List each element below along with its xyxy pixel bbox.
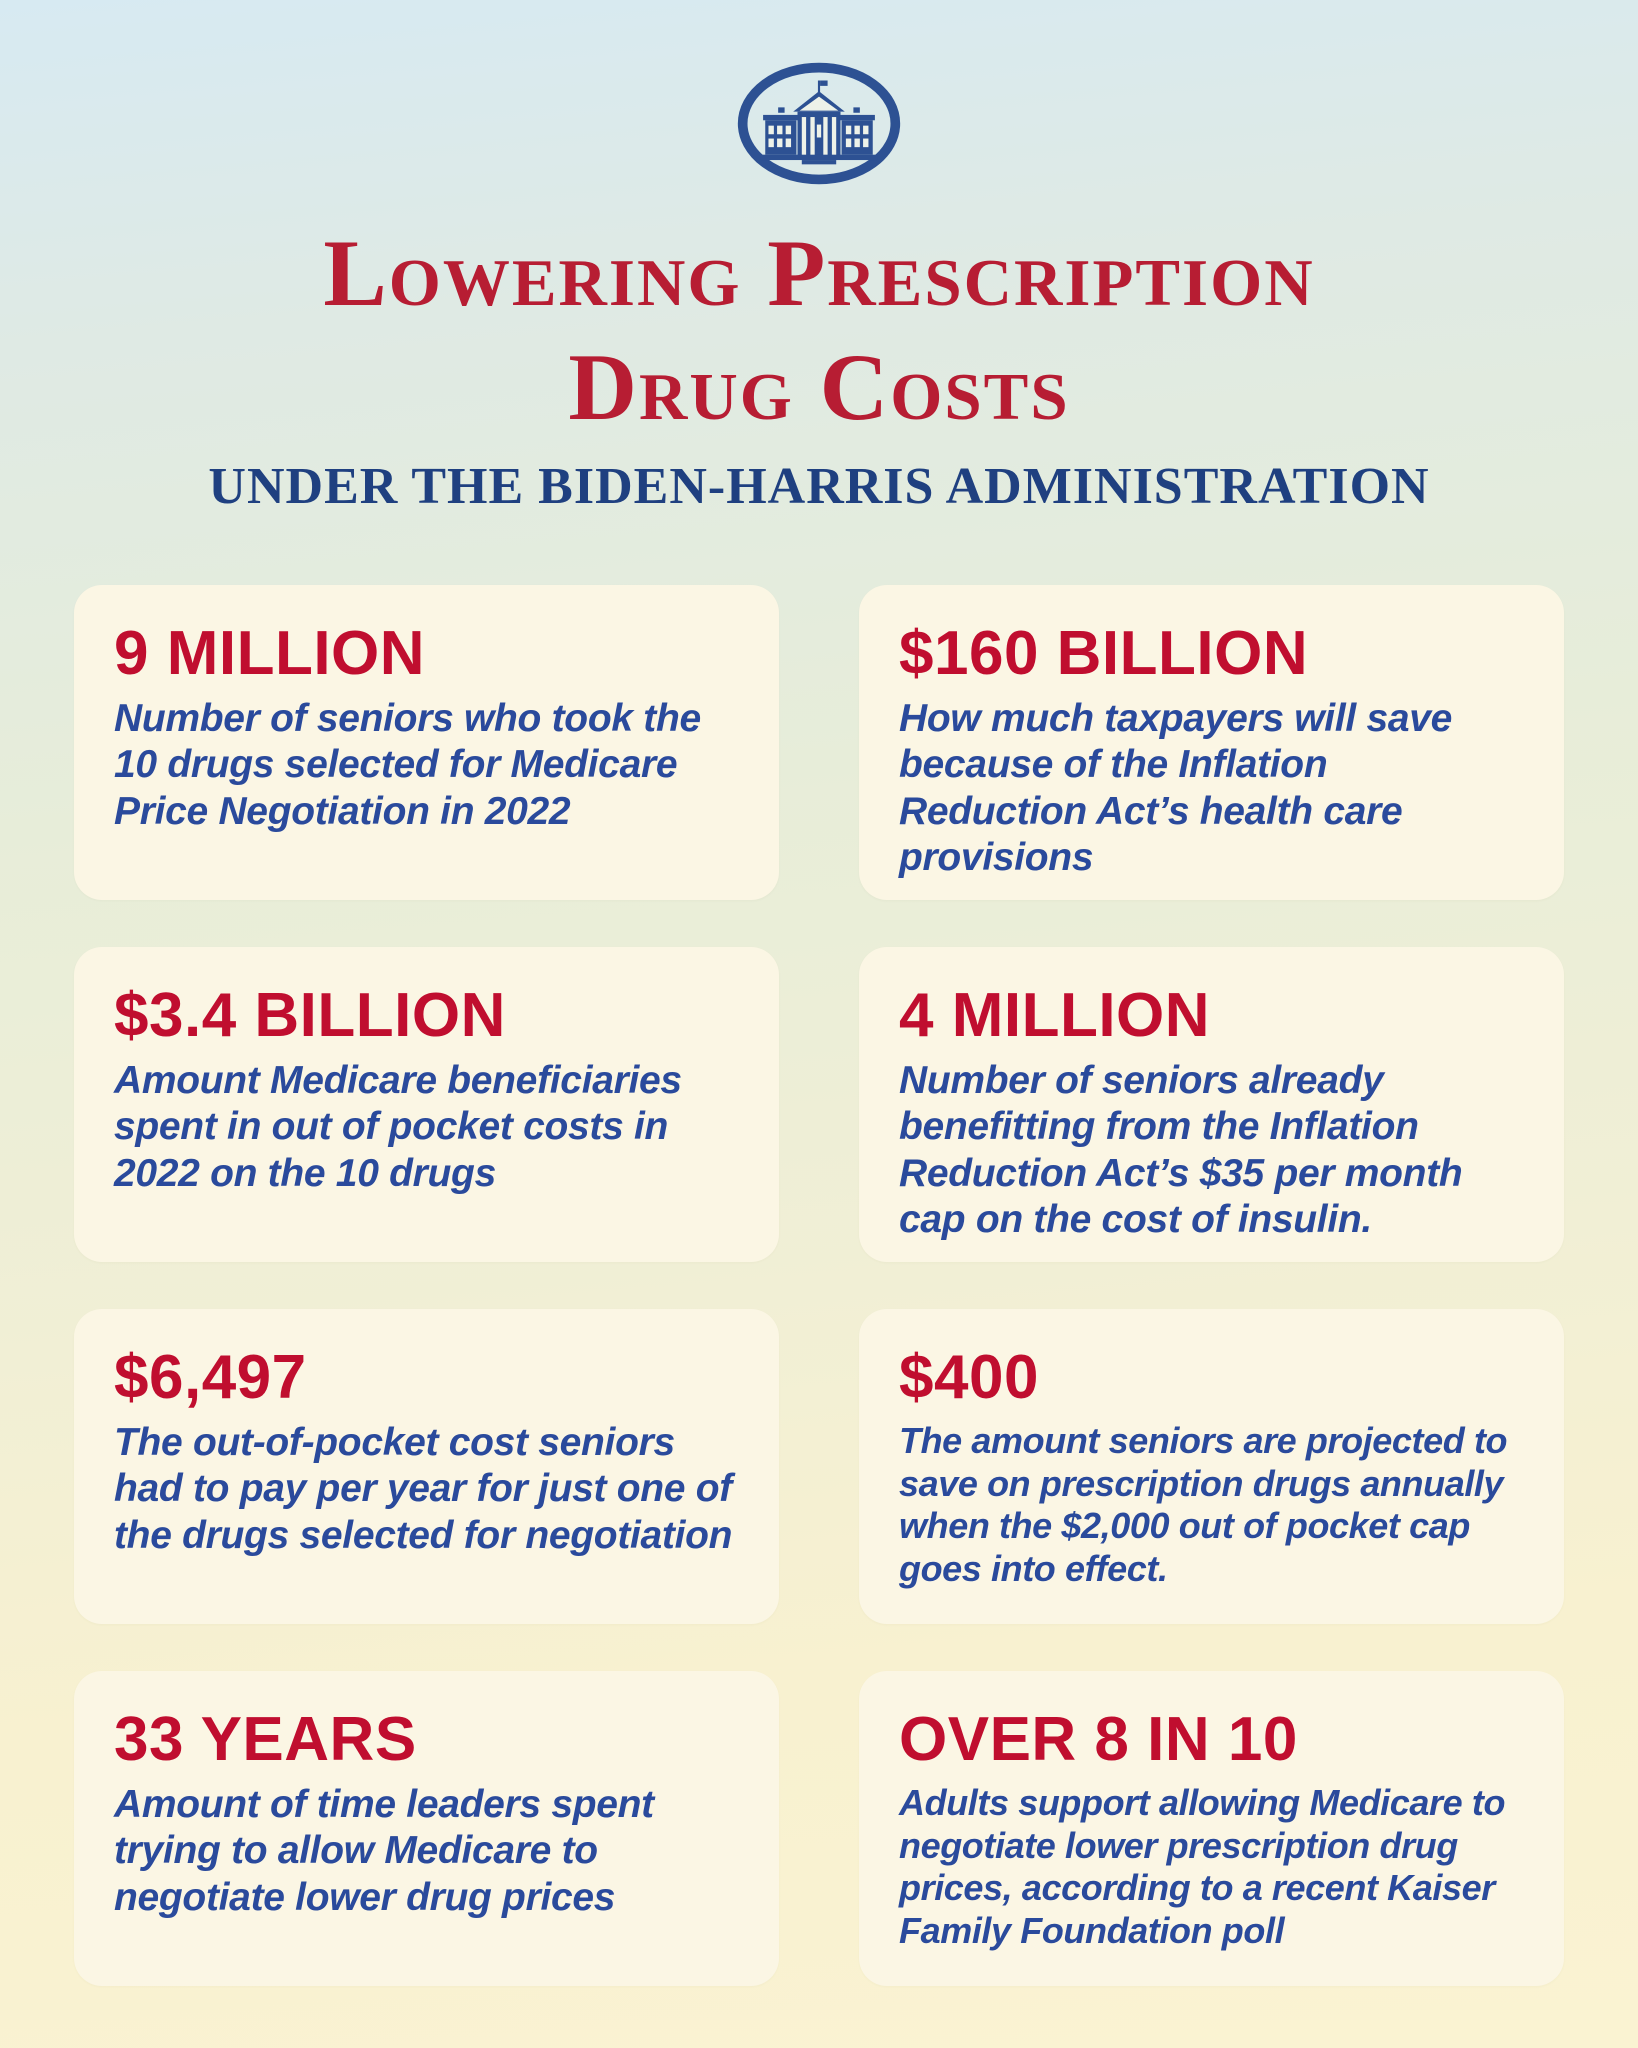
stat-value: $160 BILLION bbox=[899, 618, 1309, 688]
page-title-line-1: Lowering Prescription bbox=[323, 220, 1315, 326]
white-house-logo bbox=[733, 60, 905, 187]
stat-value: 9 MILLION bbox=[114, 618, 426, 688]
stat-value: $400 bbox=[899, 1342, 1039, 1412]
stat-card-3-4-billion: $3.4 BILLION Amount Medicare beneficiari… bbox=[74, 946, 779, 1262]
stat-description: The out-of-pocket cost seniors had to pa… bbox=[114, 1420, 733, 1557]
stat-card-33-years: 33 YEARS Amount of time leaders spent tr… bbox=[74, 1670, 779, 1986]
stat-description: Amount of time leaders spent trying to a… bbox=[114, 1782, 654, 1919]
stat-description: Number of seniors already benefitting fr… bbox=[899, 1058, 1463, 1241]
stats-grid: 9 MILLION Number of seniors who took the… bbox=[74, 584, 1564, 1986]
page-title: Lowering Prescription Drug Costs bbox=[0, 216, 1638, 444]
stat-value: $3.4 BILLION bbox=[114, 980, 506, 1050]
stat-description: Adults support allowing Medicare to nego… bbox=[899, 1781, 1506, 1952]
header: Lowering Prescription Drug Costs UNDER T… bbox=[0, 0, 1638, 515]
stat-card-over-8-in-10: OVER 8 IN 10 Adults support allowing Med… bbox=[859, 1670, 1564, 1986]
stat-description: Amount Medicare beneficiaries spent in o… bbox=[114, 1058, 682, 1195]
stat-description: The amount seniors are projected to save… bbox=[899, 1419, 1508, 1590]
stat-value: 4 MILLION bbox=[899, 980, 1211, 1050]
stat-card-9-million: 9 MILLION Number of seniors who took the… bbox=[74, 584, 779, 900]
stat-card-400: $400 The amount seniors are projected to… bbox=[859, 1308, 1564, 1624]
page-title-line-2: Drug Costs bbox=[568, 334, 1070, 440]
stat-card-4-million: 4 MILLION Number of seniors already bene… bbox=[859, 946, 1564, 1262]
white-house-logo-graphic bbox=[737, 62, 901, 185]
stat-card-160-billion: $160 BILLION How much taxpayers will sav… bbox=[859, 584, 1564, 900]
stat-card-6497: $6,497 The out-of-pocket cost seniors ha… bbox=[74, 1308, 779, 1624]
stat-value: 33 YEARS bbox=[114, 1704, 417, 1774]
stat-value: OVER 8 IN 10 bbox=[899, 1704, 1298, 1774]
stat-value: $6,497 bbox=[114, 1342, 307, 1412]
page-subtitle: UNDER THE BIDEN-HARRIS ADMINISTRATION bbox=[208, 458, 1430, 515]
stat-description: How much taxpayers will save because of … bbox=[899, 696, 1453, 879]
stat-description: Number of seniors who took the 10 drugs … bbox=[114, 696, 701, 833]
